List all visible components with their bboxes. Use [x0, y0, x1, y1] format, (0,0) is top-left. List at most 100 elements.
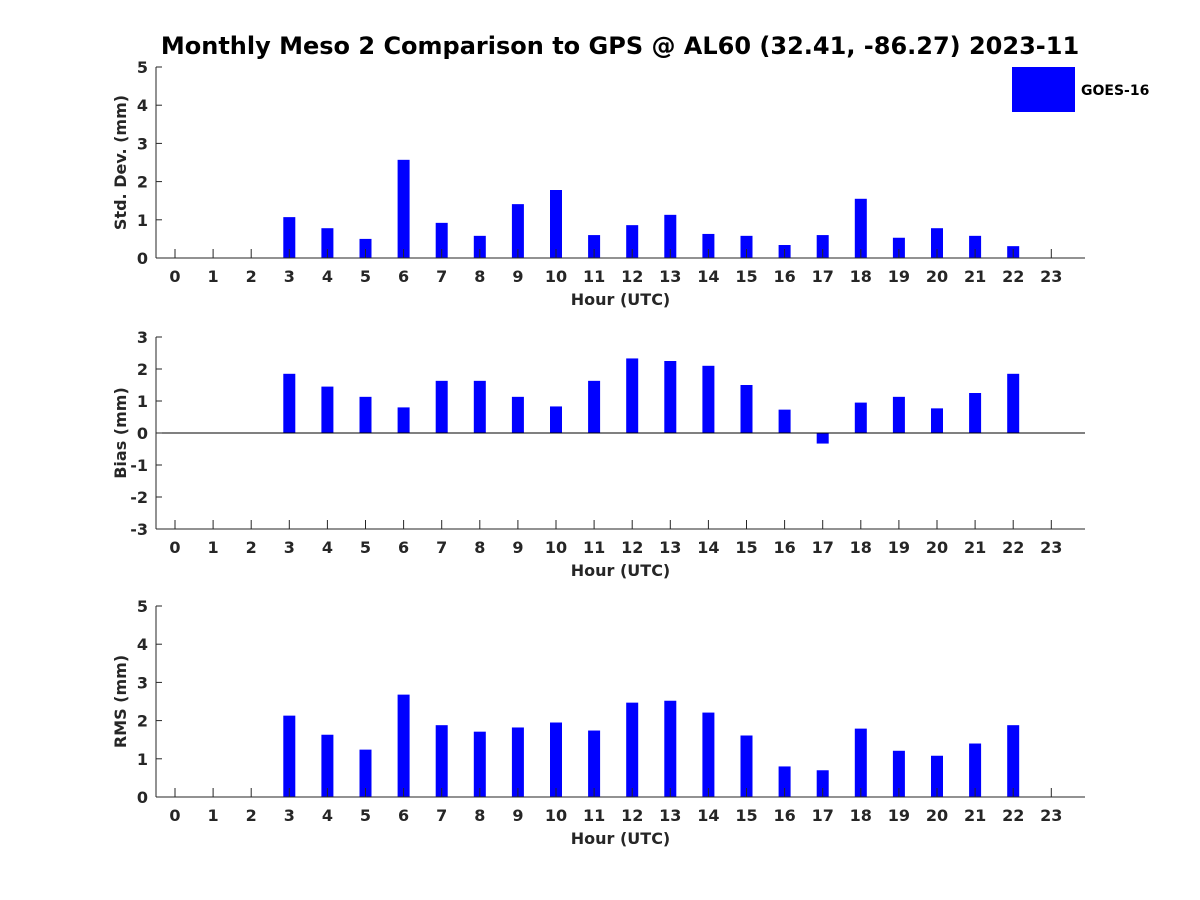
std-x-tick-label: 0 [169, 267, 180, 286]
bias-x-tick-label: 16 [773, 538, 795, 557]
legend-label: GOES-16 [1081, 83, 1149, 99]
std-x-tick-label: 3 [284, 267, 295, 286]
rms-x-tick-label: 22 [1002, 806, 1024, 825]
bias-x-tick-label: 23 [1040, 538, 1062, 557]
bias-x-tick-label: 8 [474, 538, 485, 557]
std-bar-hour-3 [283, 217, 296, 258]
rms-bar-hour-13 [664, 700, 677, 797]
std-bar-hour-14 [702, 233, 715, 258]
rms-x-tick-label: 10 [545, 806, 567, 825]
bias-y-tick-label: 0 [137, 424, 148, 443]
bias-x-tick-label: 15 [735, 538, 757, 557]
rms-x-tick-label: 1 [208, 806, 219, 825]
bias-x-tick-label: 21 [964, 538, 986, 557]
bias-x-tick-label: 17 [812, 538, 834, 557]
bias-bar-hour-10 [550, 406, 562, 433]
bias-bar-hour-6 [397, 407, 410, 433]
std-x-tick-label: 6 [398, 267, 409, 286]
bias-x-tick-label: 14 [697, 538, 719, 557]
bias-bar-hour-14 [702, 365, 715, 433]
bias-x-tick-label: 11 [583, 538, 605, 557]
bias-x-tick-label: 2 [246, 538, 257, 557]
legend-swatch [1012, 67, 1075, 112]
std-x-tick-label: 21 [964, 267, 986, 286]
std-y-tick-label: 5 [137, 58, 148, 77]
rms-x-tick-label: 6 [398, 806, 409, 825]
bias-bar-hour-11 [588, 380, 601, 433]
bias-bar-hour-19 [892, 396, 905, 433]
rms-y-tick-label: 3 [137, 673, 148, 692]
rms-x-tick-label: 23 [1040, 806, 1062, 825]
std-x-axis-label: Hour (UTC) [571, 290, 671, 309]
bias-bar-hour-5 [359, 396, 372, 433]
bias-bar-hour-22 [1007, 373, 1020, 433]
std-bar-hour-18 [854, 198, 867, 258]
bias-bar-hour-13 [664, 361, 677, 433]
bias-x-tick-label: 13 [659, 538, 681, 557]
std-x-tick-label: 22 [1002, 267, 1024, 286]
rms-bar-hour-8 [473, 731, 486, 797]
rms-bar-hour-3 [283, 715, 296, 797]
rms-bar-hour-5 [359, 749, 372, 797]
std-bar-hour-15 [740, 235, 753, 258]
bias-x-tick-label: 12 [621, 538, 643, 557]
std-bar-hour-11 [588, 235, 601, 258]
rms-x-tick-label: 13 [659, 806, 681, 825]
std-bar-hour-20 [931, 228, 943, 258]
rms-bar-hour-22 [1007, 725, 1020, 797]
std-x-tick-label: 16 [773, 267, 795, 286]
bias-y-tick-label: -3 [130, 520, 148, 539]
std-x-tick-label: 8 [474, 267, 485, 286]
rms-y-tick-label: 1 [137, 750, 148, 769]
std-x-tick-label: 11 [583, 267, 605, 286]
std-x-tick-label: 10 [545, 267, 567, 286]
rms-x-tick-label: 8 [474, 806, 485, 825]
rms-y-tick-label: 2 [137, 712, 148, 731]
rms-bar-hour-10 [550, 722, 562, 797]
rms-bar-hour-18 [854, 728, 867, 797]
std-x-tick-label: 12 [621, 267, 643, 286]
rms-bar-hour-21 [969, 743, 982, 797]
rms-x-tick-label: 16 [773, 806, 795, 825]
bias-y-axis-label: Bias (mm) [111, 387, 130, 479]
rms-x-tick-label: 19 [888, 806, 910, 825]
std-bar-hour-6 [397, 159, 410, 258]
rms-x-tick-label: 4 [322, 806, 333, 825]
bias-bar-hour-15 [740, 385, 753, 433]
std-x-tick-label: 17 [812, 267, 834, 286]
bias-y-tick-label: -2 [130, 488, 148, 507]
std-y-tick-label: 0 [137, 249, 148, 268]
bias-x-tick-label: 20 [926, 538, 948, 557]
rms-y-tick-label: 4 [137, 635, 148, 654]
std-x-tick-label: 1 [208, 267, 219, 286]
rms-x-tick-label: 12 [621, 806, 643, 825]
rms-x-tick-label: 3 [284, 806, 295, 825]
std-x-tick-label: 7 [436, 267, 447, 286]
std-bar-hour-5 [359, 238, 372, 258]
rms-x-tick-label: 18 [850, 806, 872, 825]
bias-y-tick-label: 1 [137, 392, 148, 411]
rms-x-tick-label: 5 [360, 806, 371, 825]
bias-bar-hour-18 [854, 402, 867, 433]
bias-bar-hour-12 [626, 358, 639, 433]
rms-bar-hour-4 [321, 734, 334, 797]
std-y-tick-label: 3 [137, 134, 148, 153]
bias-bar-hour-7 [435, 380, 448, 433]
bias-bar-hour-17 [816, 433, 829, 444]
std-bar-hour-19 [892, 237, 905, 258]
std-bar-hour-13 [664, 214, 677, 258]
rms-bar-hour-11 [588, 730, 601, 797]
bias-bar-hour-4 [321, 386, 334, 433]
std-x-tick-label: 15 [735, 267, 757, 286]
rms-x-tick-label: 9 [512, 806, 523, 825]
std-x-tick-label: 20 [926, 267, 948, 286]
legend: GOES-16 [1012, 67, 1149, 112]
bias-x-tick-label: 4 [322, 538, 333, 557]
bias-bar-hour-9 [511, 396, 524, 433]
rms-bar-hour-20 [931, 755, 943, 797]
rms-bar-hour-16 [778, 766, 791, 797]
std-y-tick-label: 4 [137, 96, 148, 115]
rms-bar-hour-15 [740, 735, 753, 797]
